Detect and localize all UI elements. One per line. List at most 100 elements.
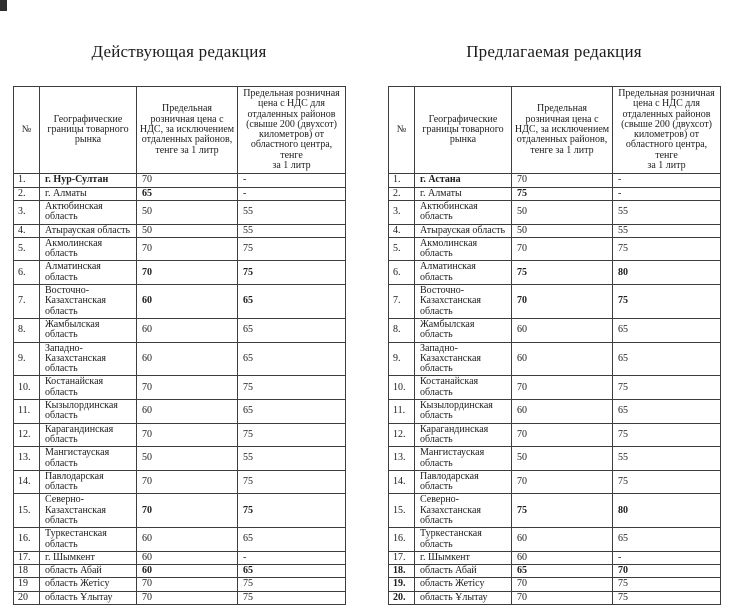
- region-name-cell: Северно-Казахстанская область: [414, 493, 512, 529]
- table-row: 2. г. Алматы 65-: [13, 186, 346, 201]
- region-name-cell: Карагандинская область: [39, 422, 137, 448]
- row-number-cell: 15.: [388, 493, 415, 529]
- table-row: 17. г. Шымкент 60-: [13, 550, 346, 566]
- region-name-cell: г. Нур-Султан: [39, 173, 137, 188]
- price-cell: 50: [136, 223, 238, 238]
- table-row: 2. г. Алматы 75-: [388, 186, 721, 201]
- region-name-cell: Атырауская область: [414, 223, 512, 238]
- price-cell: 70: [136, 236, 238, 262]
- region-name-cell: Актюбинская область: [39, 199, 137, 225]
- table-row: 11. Кызылординская область 60 65: [13, 399, 346, 424]
- table-row: 19 область Жетісу 70 75: [13, 577, 346, 592]
- row-number-cell: 14.: [13, 469, 40, 495]
- row-number-cell: 17.: [13, 550, 40, 566]
- price-cell: 70: [136, 260, 238, 286]
- table-row: 3. Актюбинская область 50 55: [388, 199, 721, 225]
- table-row: 14. Павлодарская область 70 75: [388, 469, 721, 495]
- table-row: 6. Алматинская область 75 80: [388, 260, 721, 286]
- price-remote-cell: 80: [612, 260, 721, 286]
- row-number-cell: 13.: [388, 446, 415, 471]
- price-cell: 70: [136, 469, 238, 495]
- table-row: 15. Северно-Казахстанская область 70 75: [13, 493, 346, 529]
- price-cell: 65: [136, 186, 238, 201]
- price-remote-cell: 55: [237, 199, 346, 225]
- price-remote-cell: -: [612, 186, 721, 201]
- row-number-cell: 10.: [388, 375, 415, 401]
- region-name-cell: Мангистауская область: [39, 446, 137, 471]
- region-name-cell: Павлодарская область: [414, 469, 512, 495]
- region-name-cell: г. Шымкент: [414, 550, 512, 566]
- price-cell: 70: [511, 577, 613, 592]
- region-name-cell: область Абай: [39, 564, 137, 579]
- price-cell: 50: [511, 446, 613, 471]
- table-row: 16. Туркестанская область 60 65: [13, 527, 346, 552]
- row-number-cell: 2.: [388, 186, 415, 201]
- proposed-table-body: 1. г. Астана 70-2. г. Алматы 75-3. Актюбинска…: [388, 173, 721, 606]
- row-number-cell: 19: [13, 577, 40, 592]
- current-edition-title: Действующая редакция: [91, 42, 267, 61]
- table-row: 8. Жамбылская область 60 65: [388, 317, 721, 343]
- price-cell: 70: [511, 284, 613, 319]
- row-number-cell: 1.: [388, 173, 415, 188]
- region-name-cell: г. Алматы: [414, 186, 512, 201]
- table-row: 14. Павлодарская область 70 75: [13, 469, 346, 495]
- region-name-cell: Северно-Казахстанская область: [39, 493, 137, 529]
- price-remote-cell: 80: [612, 493, 721, 529]
- row-number-cell: 11.: [388, 399, 415, 424]
- price-remote-cell: 75: [612, 590, 721, 606]
- table-row: 7. Восточно-Казахстанская область 60 65: [13, 284, 346, 319]
- price-remote-cell: -: [237, 173, 346, 188]
- col-header-region: Географические границы товарного рынка: [414, 85, 512, 175]
- price-cell: 60: [511, 527, 613, 552]
- col-header-price: Предельная розничная цена с НДС, за искл…: [511, 85, 613, 175]
- table-row: 18. область Абай 65 70: [388, 564, 721, 579]
- proposed-edition-title: Предлагаемая редакция: [466, 42, 642, 61]
- price-remote-cell: -: [612, 173, 721, 188]
- row-number-cell: 6.: [388, 260, 415, 286]
- table-row: 9. Западно-Казахстанская область 60 65: [13, 341, 346, 377]
- price-cell: 60: [136, 341, 238, 377]
- proposed-table-header: № Географические границы товарного рынка…: [388, 85, 721, 175]
- price-cell: 60: [136, 399, 238, 424]
- region-name-cell: Мангистауская область: [414, 446, 512, 471]
- table-row: 6. Алматинская область 70 75: [13, 260, 346, 286]
- col-header-price-remote: Предельная розничная цена с НДС для отда…: [237, 85, 346, 175]
- region-name-cell: область Ұлытау: [414, 590, 512, 606]
- row-number-cell: 8.: [13, 317, 40, 343]
- price-cell: 70: [511, 173, 613, 188]
- row-number-cell: 20.: [388, 590, 415, 606]
- price-remote-cell: 75: [612, 236, 721, 262]
- table-row: 7. Восточно-Казахстанская область 70 75: [388, 284, 721, 319]
- row-number-cell: 13.: [13, 446, 40, 471]
- price-remote-cell: 75: [237, 236, 346, 262]
- price-cell: 70: [136, 590, 238, 606]
- price-cell: 70: [511, 469, 613, 495]
- price-cell: 70: [136, 422, 238, 448]
- table-row: 10. Костанайская область 70 75: [388, 375, 721, 401]
- price-remote-cell: 65: [612, 341, 721, 377]
- row-number-cell: 9.: [13, 341, 40, 377]
- row-number-cell: 18.: [388, 564, 415, 579]
- price-remote-cell: 55: [612, 199, 721, 225]
- price-cell: 75: [511, 186, 613, 201]
- price-cell: 50: [136, 199, 238, 225]
- price-remote-cell: -: [612, 550, 721, 566]
- row-number-cell: 5.: [388, 236, 415, 262]
- region-name-cell: г. Алматы: [39, 186, 137, 201]
- col-header-number: №: [13, 85, 40, 175]
- price-cell: 60: [136, 284, 238, 319]
- price-cell: 60: [136, 317, 238, 343]
- table-row: 18 область Абай 60 65: [13, 564, 346, 579]
- price-cell: 70: [136, 493, 238, 529]
- price-cell: 60: [136, 550, 238, 566]
- price-remote-cell: 75: [237, 577, 346, 592]
- price-cell: 70: [511, 590, 613, 606]
- price-remote-cell: 70: [612, 564, 721, 579]
- row-number-cell: 15.: [13, 493, 40, 529]
- col-header-region: Географические границы товарного рынка: [39, 85, 137, 175]
- row-number-cell: 12.: [388, 422, 415, 448]
- region-name-cell: Восточно-Казахстанская область: [39, 284, 137, 319]
- row-number-cell: 4.: [388, 223, 415, 238]
- table-row: 10. Костанайская область 70 75: [13, 375, 346, 401]
- region-name-cell: Алматинская область: [414, 260, 512, 286]
